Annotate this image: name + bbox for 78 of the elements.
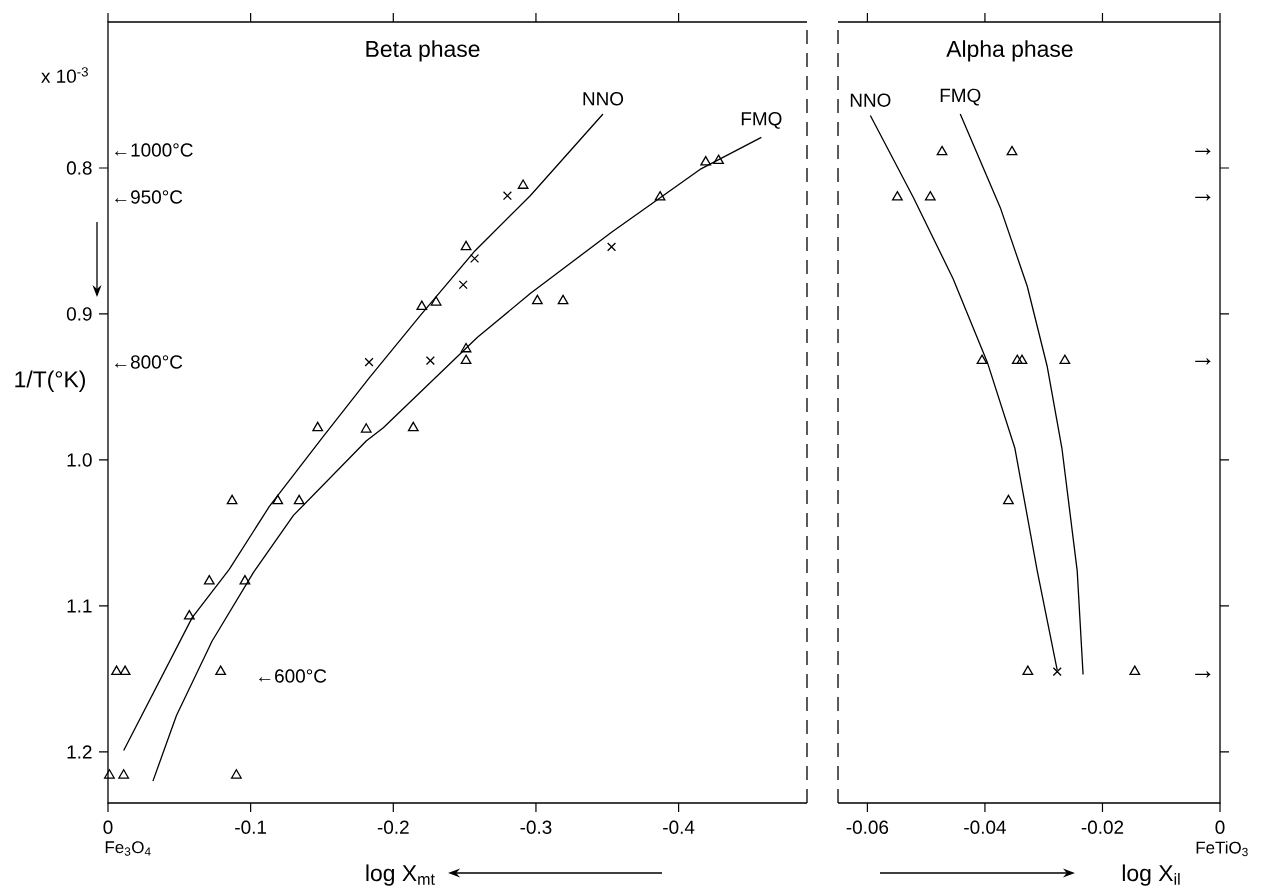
point — [104, 769, 115, 779]
annotation: → — [1195, 194, 1211, 201]
x-tick-label: -0.4 — [663, 820, 695, 834]
x-tick-label: -0.1 — [235, 820, 267, 834]
x-axis-title: log X$_{il}$ — [1122, 864, 1180, 886]
point — [936, 145, 948, 156]
point — [713, 154, 724, 165]
series-label: NNO — [850, 93, 891, 107]
point — [416, 300, 428, 311]
point — [460, 342, 472, 353]
annotation: ←600°C — [259, 669, 327, 683]
text: x 10$^{-3}$ — [41, 67, 88, 83]
x-axis-title: log X$_{mt}$ — [366, 864, 435, 886]
point — [203, 574, 215, 585]
text: Alpha phase — [946, 40, 1073, 62]
point — [1059, 354, 1071, 365]
x-tick-label: -0.06 — [846, 820, 889, 834]
point — [1003, 494, 1014, 505]
annotation: ←1000°C — [115, 143, 193, 157]
x-tick-label: -0.04 — [964, 820, 1006, 834]
point — [1022, 665, 1034, 676]
series-label: NNO — [583, 92, 624, 106]
annotation: ←800°C — [115, 355, 183, 369]
y-axis-title: 1/T(°K) — [15, 370, 85, 392]
text: Fe$_{3}$O$_{4}$ — [105, 841, 151, 856]
point — [607, 242, 617, 252]
point — [517, 179, 529, 189]
annotation: → — [1195, 358, 1211, 365]
point — [460, 354, 472, 365]
annotation: → — [1195, 671, 1211, 678]
y-tick-label: 0.9 — [66, 307, 92, 321]
point — [239, 574, 251, 585]
point — [1011, 354, 1023, 365]
series-label: FMQ — [940, 88, 981, 106]
x-tick-label: 0 — [1215, 820, 1225, 834]
x-tick-label: 0 — [103, 820, 113, 834]
point — [1006, 145, 1018, 156]
point — [976, 354, 988, 365]
point — [230, 769, 242, 779]
x-tick-label: -0.2 — [377, 820, 409, 834]
point — [1052, 667, 1062, 677]
point — [226, 494, 238, 505]
point — [215, 665, 227, 676]
y-tick-label: 1.2 — [67, 745, 92, 759]
y-tick-label: 1.0 — [67, 453, 92, 467]
point — [293, 494, 305, 505]
point — [425, 356, 435, 366]
point — [470, 253, 480, 264]
point — [430, 296, 442, 306]
annotation: → — [1195, 148, 1211, 155]
y-tick-label: 0.8 — [66, 161, 92, 175]
point — [531, 294, 543, 305]
point — [458, 280, 468, 290]
x-tick-label: -0.02 — [1081, 820, 1124, 834]
point — [557, 294, 569, 305]
point — [118, 769, 130, 779]
series-label: FMQ — [741, 112, 782, 129]
point — [502, 191, 512, 201]
point — [272, 494, 284, 505]
point — [183, 610, 195, 620]
x-tick-label: -0.3 — [520, 820, 552, 834]
annotation: ←950°C — [115, 190, 183, 204]
y-tick-label: 1.1 — [67, 599, 92, 613]
point — [111, 665, 122, 676]
point — [407, 421, 419, 432]
point — [1129, 665, 1141, 676]
point — [654, 191, 666, 201]
point — [700, 155, 712, 166]
point — [924, 191, 936, 201]
text: Beta phase — [366, 40, 480, 62]
text: FeTiO$_{3}$ — [1196, 841, 1248, 857]
point — [360, 423, 372, 433]
point — [460, 240, 472, 251]
point — [891, 191, 903, 201]
point — [1016, 354, 1028, 365]
point — [364, 357, 374, 367]
point — [119, 665, 131, 676]
point — [312, 421, 324, 432]
